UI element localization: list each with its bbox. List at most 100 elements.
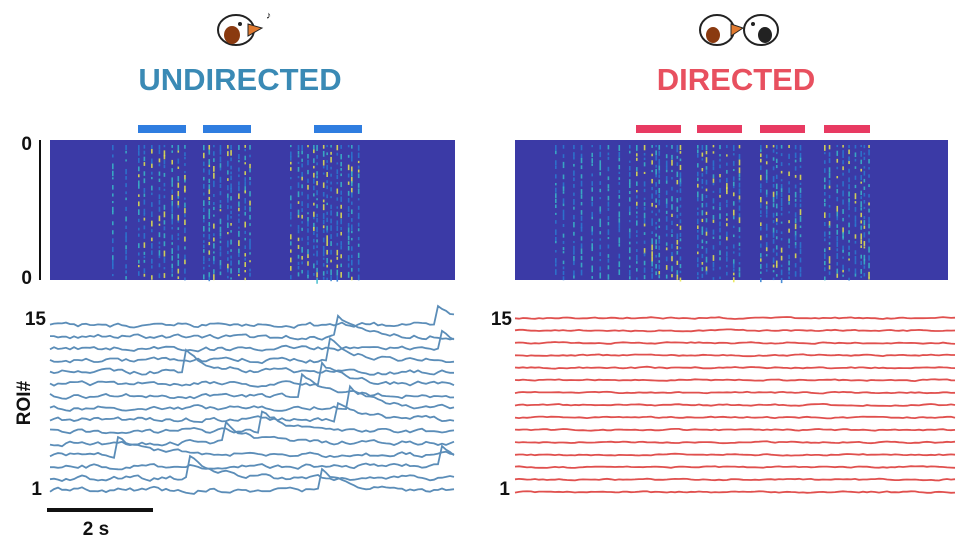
spectrogram-cell [290,145,292,148]
spectrogram-cell [213,184,215,188]
song-bar [636,125,681,133]
spectrogram-cell [658,199,661,206]
spectrogram-cell [203,192,205,196]
spectrogram-cell [719,179,721,183]
spectrogram-cell [297,175,300,179]
spectrogram-cell [351,254,353,259]
spectrogram-cell [636,167,638,171]
spectrogram-cell [171,248,173,255]
spectrogram-cell [628,145,631,149]
spectrogram-cell [738,242,741,247]
spectrogram-cell [618,243,621,247]
spectrogram-cell [219,240,222,244]
spectrogram-cell [357,268,360,272]
spectrogram-cell [836,248,839,252]
spectrogram-cell [676,198,679,203]
spectrogram-cell [651,178,653,184]
spectrogram-cell [788,201,790,205]
spectrogram-cell [671,229,673,233]
trace [49,435,455,459]
spectrogram-cell [599,160,602,165]
spectrogram-cell [151,145,153,149]
spectrogram-cell [290,216,292,220]
spectrogram-cell [316,245,318,249]
spectrogram-cell [799,248,802,255]
spectrogram-cell [580,215,583,221]
spectrogram-cell [244,205,247,211]
spectrogram-cell [671,274,673,278]
spectrogram-cell [326,202,328,206]
spectrogram-cell [658,194,661,199]
spectrogram-cell [863,156,866,161]
spectrogram-cell [760,214,762,218]
spectrogram-cell [828,213,831,218]
spectrogram-cell [143,193,146,197]
spectrogram-cell [799,193,802,199]
spectrogram-cell [158,250,161,256]
spectrogram-cell [863,186,866,190]
spectrogram-cell [679,225,682,230]
spectrogram-cell [555,187,557,193]
spectrogram-cell [868,167,870,170]
spectrogram-cell [726,191,728,195]
spectrogram-cell [580,202,583,206]
spectrogram-cell [322,271,325,276]
spectrogram-cell [177,150,180,153]
spectrogram-cell [301,184,303,189]
spectrogram-cell [599,151,602,158]
spectrogram-cell [138,271,140,276]
spectrogram-cell [697,191,699,198]
spectrogram-cell [836,150,839,156]
spectrogram-cell [655,150,657,156]
spectrogram-cell [697,272,699,276]
spectrogram-cell [143,233,146,239]
spectrogram-cell [313,231,315,236]
spectrogram-cell [658,275,661,279]
spectrogram-cell [208,189,211,195]
spectrogram-cell [775,245,778,250]
spectrogram-cell [760,277,762,283]
spectrogram-cell [138,218,140,223]
spectrogram-cell [697,276,699,280]
spectrogram-cell [307,203,309,209]
bird-icon-left: ♪ [217,11,271,46]
spectrogram-cell [351,209,353,215]
spectrogram-cell [788,238,790,244]
spectrogram-cell [573,163,575,167]
spectrogram-cell [316,145,318,151]
spectrogram-cell [244,257,247,261]
spectrogram-cell [655,254,657,258]
spectrogram-cell [671,213,673,218]
spectrogram-cell [671,251,673,258]
spectrogram-cell [151,202,153,207]
spectrogram-cell [599,272,602,279]
spectrogram-cell [848,202,850,207]
spectrogram-cell [726,236,728,241]
spectrogram-cell [351,145,353,149]
spectrogram-cell [326,249,328,255]
spectrogram-cell [336,188,339,194]
spectrogram-cell [863,152,866,155]
spectrogram-cell [562,260,565,265]
spectrogram-cell [591,187,594,192]
spectrogram-cell [854,152,857,158]
spectrogram-cell [765,233,768,238]
spectrogram-cell [177,220,180,223]
spectrogram-cell [732,216,735,220]
spectrogram-cell [326,194,328,199]
spectrogram-cell [679,188,682,193]
spectrogram-cell [863,216,866,220]
spectrogram-cell [208,169,211,175]
spectrogram-cell [151,275,153,280]
spectrogram-cell [112,201,114,204]
spectrogram-cell [249,191,251,197]
spectrogram-cell [290,249,292,253]
spectrogram-cell [599,206,602,213]
spectrogram-cell [163,182,166,187]
spectrogram-cell [854,255,857,261]
spectrogram-cell [244,221,247,228]
spectrogram-cell [158,194,161,200]
spectrogram-cell [184,277,186,281]
spectrogram-cell [712,151,715,154]
